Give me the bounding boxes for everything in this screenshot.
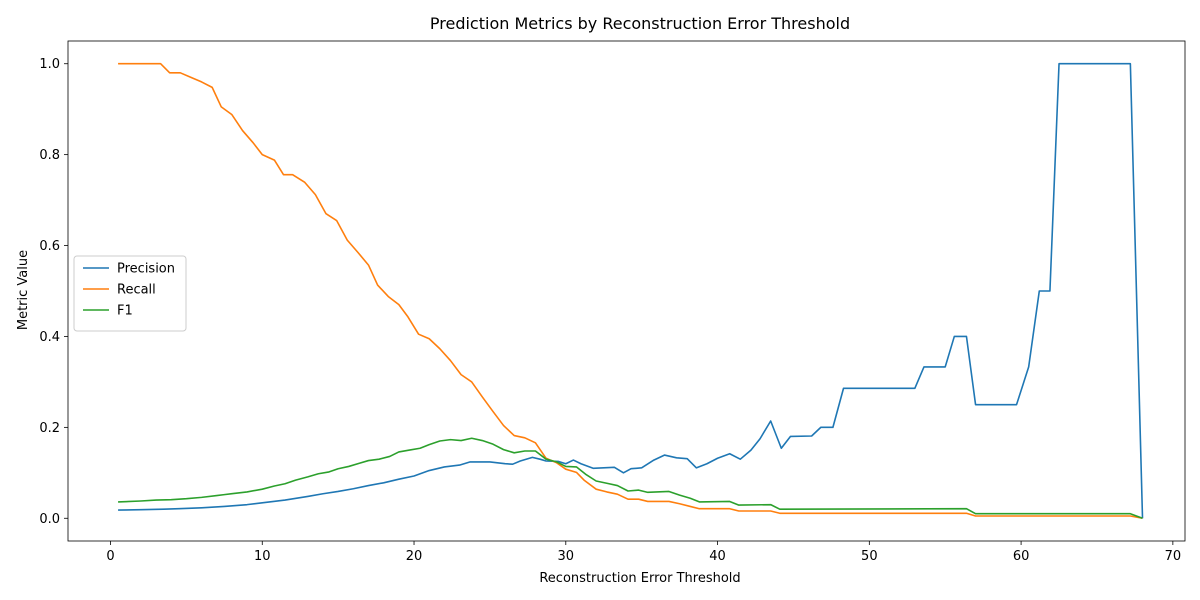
series-line-f1 xyxy=(118,437,1143,520)
legend: Precision Recall F1 xyxy=(73,255,187,332)
x-axis-ticks: 0 10 20 30 40 50 60 70 xyxy=(106,541,1181,564)
y-axis-ticks: 0.0 0.2 0.4 0.6 0.8 1.0 xyxy=(39,57,68,527)
y-axis-label: Metric Value xyxy=(16,250,31,330)
series-line-precision xyxy=(118,62,1144,519)
x-tick-label: 10 xyxy=(254,549,271,564)
y-tick-label: 0.6 xyxy=(39,239,60,254)
y-tick-label: 0.8 xyxy=(39,148,60,163)
x-tick-label: 20 xyxy=(406,549,423,564)
chart-title: Prediction Metrics by Reconstruction Err… xyxy=(430,14,850,33)
x-tick-label: 70 xyxy=(1165,549,1182,564)
x-tick-label: 50 xyxy=(861,549,878,564)
x-tick-label: 40 xyxy=(709,549,726,564)
y-tick-label: 1.0 xyxy=(39,57,60,72)
y-tick-label: 0.4 xyxy=(39,330,60,345)
series-line-recall xyxy=(118,62,1143,520)
legend-box xyxy=(73,255,187,332)
series-layer xyxy=(118,62,1144,520)
x-tick-label: 30 xyxy=(558,549,575,564)
plot-frame xyxy=(67,40,1186,542)
x-axis-label: Reconstruction Error Threshold xyxy=(539,571,740,586)
y-tick-label: 0.2 xyxy=(39,421,60,436)
x-tick-label: 0 xyxy=(106,549,114,564)
legend-label-f1: F1 xyxy=(117,304,133,319)
legend-label-precision: Precision xyxy=(117,262,175,277)
x-tick-label: 60 xyxy=(1013,549,1030,564)
legend-label-recall: Recall xyxy=(117,283,156,298)
y-tick-label: 0.0 xyxy=(39,512,60,527)
